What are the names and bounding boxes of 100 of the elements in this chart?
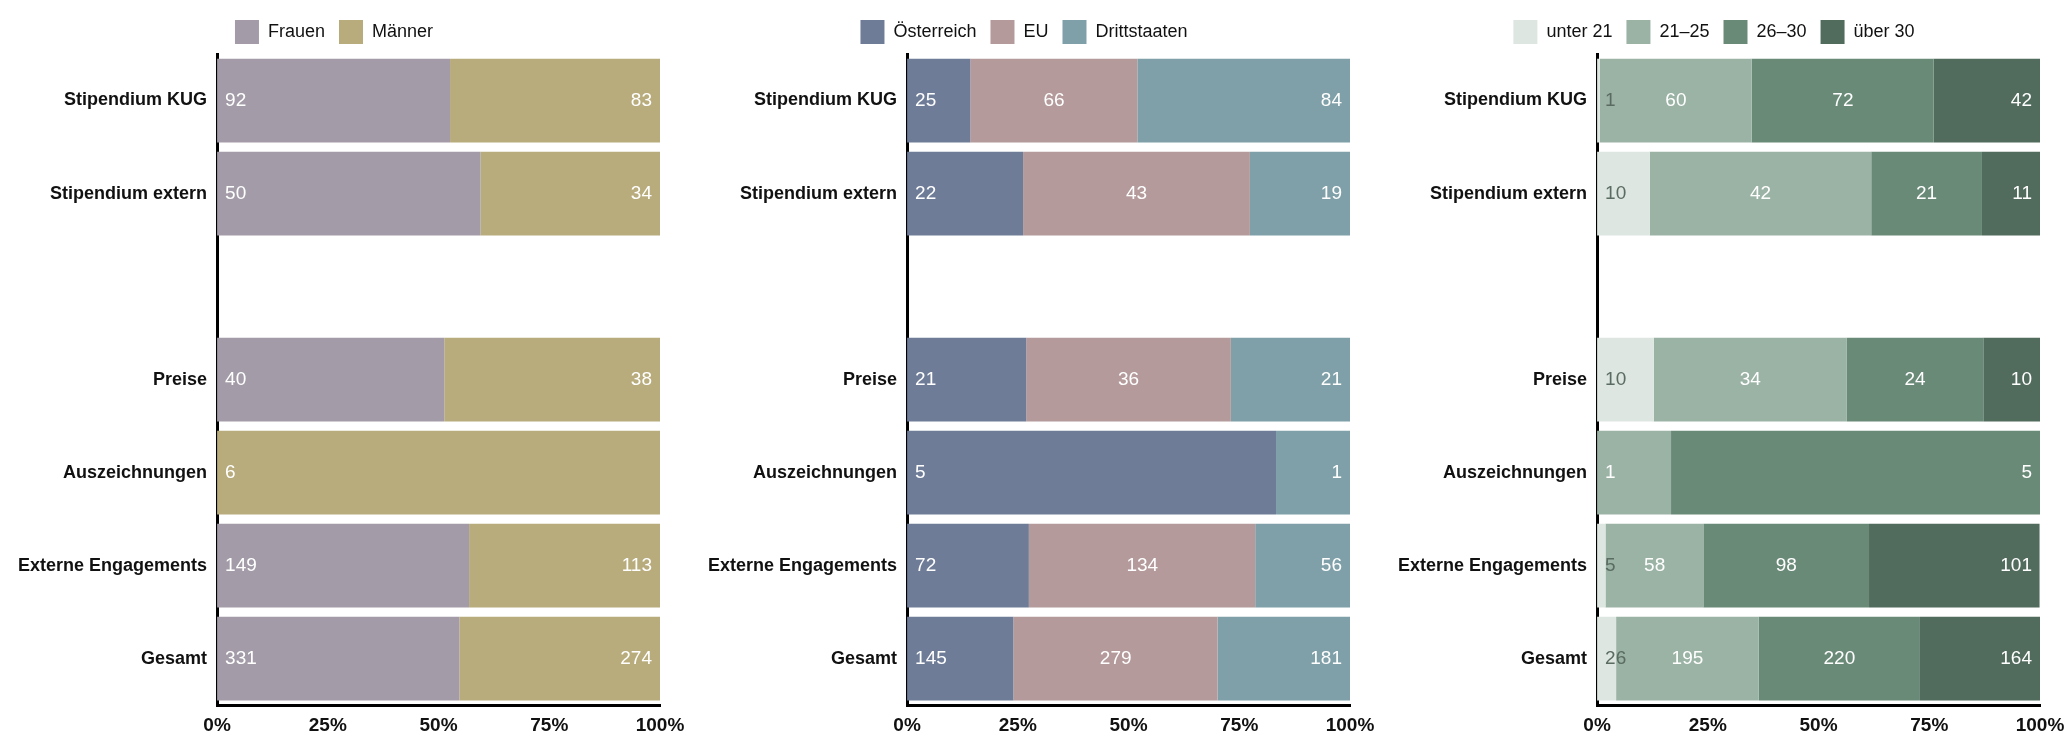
bar [1649,151,1872,236]
annotation: 11 [2012,181,2032,203]
bar [907,337,1027,422]
bar [1230,337,1350,422]
annotation: 40 [225,367,247,389]
annotation: 92 [225,88,247,110]
x-tick-label: 100% [1325,713,1375,735]
bar [1981,151,2040,236]
annotation: 1 [1331,460,1342,482]
bar [1751,58,1934,143]
bar [1758,616,1920,701]
annotation: 220 [1823,646,1856,668]
annotation: 5 [915,460,926,482]
annotation: 10 [1605,367,1627,389]
bar [1028,523,1256,608]
bar [1703,523,1870,608]
legend-label: 21–25 [1659,20,1710,41]
bar [907,151,1024,236]
annotation: 21 [1916,181,1938,203]
annotation: 83 [630,88,652,110]
bar [1605,523,1704,608]
annotation: 43 [1125,181,1148,203]
legend-label: Frauen [267,20,326,41]
bar [1846,337,1984,422]
annotation: 72 [1832,88,1854,110]
annotation: 1 [1605,460,1616,482]
annotation: 58 [1644,553,1666,575]
annotation: 34 [1739,367,1762,389]
x-tick-label: 25% [308,713,347,735]
bar [450,58,660,143]
legend-label: 26–30 [1756,20,1807,41]
y-tick-label: Stipendium extern [1430,182,1588,203]
annotation: 21 [915,367,937,389]
bar [444,337,660,422]
y-tick-label: Gesamt [1521,647,1588,668]
annotation: 56 [1320,553,1342,575]
annotation: 21 [1320,367,1342,389]
bar [217,58,451,143]
annotation: 113 [621,553,652,575]
annotation: 19 [1320,181,1342,203]
bar [907,430,1277,515]
annotation: 5 [2021,460,2032,482]
annotation: 34 [630,181,653,203]
annotation: 50 [225,181,247,203]
annotation: 10 [1605,181,1627,203]
bar [459,616,660,701]
y-tick-label: Auszeichnungen [63,461,208,482]
x-tick-label: 0% [893,713,921,735]
x-tick-label: 0% [203,713,231,735]
bar [1597,337,1654,422]
y-tick-label: Preise [153,368,208,389]
y-tick-label: Gesamt [831,647,898,668]
bar [907,616,1014,701]
annotation: 42 [2010,88,2032,110]
y-tick-label: Externe Engagements [18,554,208,575]
y-tick-label: Auszeichnungen [1443,461,1588,482]
bar [1026,337,1231,422]
bar [1023,151,1250,236]
y-tick-label: Stipendium extern [50,182,208,203]
annotation: 195 [1671,646,1704,668]
bar [1217,616,1350,701]
bar [217,616,460,701]
legend-label: Drittstaaten [1095,20,1188,41]
y-tick-label: Preise [1533,368,1588,389]
x-tick-label: 75% [1220,713,1259,735]
bar [1869,523,2040,608]
annotation: 24 [1904,367,1927,389]
bar [1919,616,2040,701]
bar [1276,430,1350,515]
bar [217,151,481,236]
x-tick-label: 100% [2015,713,2065,735]
annotation: 38 [630,367,652,389]
y-tick-label: Stipendium KUG [64,89,208,110]
bar [1597,151,1650,236]
x-tick-label: 25% [998,713,1037,735]
annotation: 149 [225,553,257,575]
x-tick-label: 25% [1688,713,1727,735]
annotation: 274 [620,646,653,668]
annotation: 331 [225,646,257,668]
bar [217,337,445,422]
legend-label: EU [1023,20,1049,41]
bar [1671,430,2040,515]
bar [1255,523,1350,608]
annotation: 181 [1310,646,1342,668]
legend-label: unter 21 [1546,20,1613,41]
legend-label: Österreich [893,20,977,41]
bar [1653,337,1847,422]
annotation: 1 [1605,88,1616,110]
annotation: 5 [1605,553,1616,575]
bar [1599,58,1752,143]
x-tick-label: 75% [530,713,569,735]
y-tick-label: Externe Engagements [708,554,898,575]
x-tick-label: 50% [1109,713,1148,735]
annotation: 10 [2010,367,2032,389]
y-tick-label: Stipendium KUG [754,89,898,110]
x-tick-label: 0% [1583,713,1611,735]
x-tick-label: 50% [1799,713,1838,735]
bar [1013,616,1218,701]
bar [907,523,1029,608]
annotation: 22 [915,181,937,203]
